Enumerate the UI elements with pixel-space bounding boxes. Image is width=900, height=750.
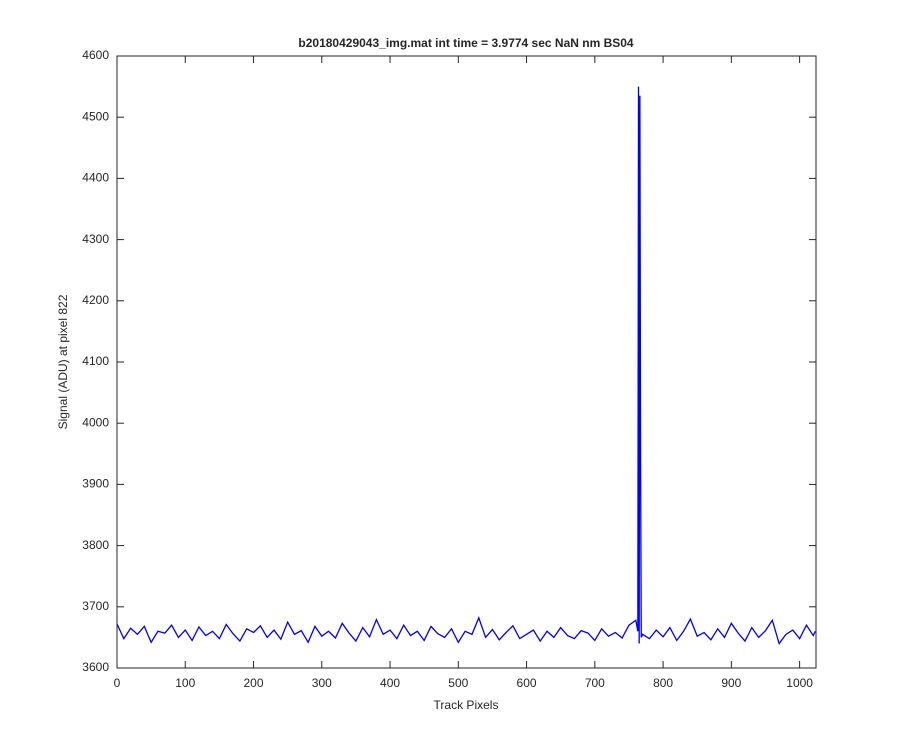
x-tick-label: 500: [448, 676, 468, 690]
x-axis-label: Track Pixels: [434, 698, 499, 712]
y-tick-label: 3600: [82, 660, 109, 674]
x-tick-label: 200: [244, 676, 264, 690]
y-tick-label: 3800: [82, 538, 109, 552]
x-tick-label: 400: [380, 676, 400, 690]
x-tick-label: 300: [312, 676, 332, 690]
data-line: [116, 86, 816, 645]
x-tick-label: 100: [175, 676, 195, 690]
x-tick-label: 800: [653, 676, 673, 690]
y-tick-label: 4100: [82, 354, 109, 368]
chart-title: b20180429043_img.mat int time = 3.9774 s…: [298, 36, 634, 50]
x-tick-label: 0: [114, 676, 121, 690]
x-tick-label: 700: [585, 676, 605, 690]
y-tick-label: 4500: [82, 109, 109, 123]
y-tick-label: 4400: [82, 171, 109, 185]
x-tick-label: 1000: [786, 676, 813, 690]
y-tick-label: 3900: [82, 477, 109, 491]
y-axis-label: Signal (ADU) at pixel 822: [56, 294, 70, 429]
x-tick-label: 900: [721, 676, 741, 690]
y-tick-label: 4600: [82, 48, 109, 62]
y-tick-label: 4200: [82, 293, 109, 307]
y-tick-label: 4000: [82, 415, 109, 429]
y-tick-label: 4300: [82, 232, 109, 246]
y-tick-label: 3700: [82, 599, 109, 613]
x-tick-label: 600: [517, 676, 537, 690]
